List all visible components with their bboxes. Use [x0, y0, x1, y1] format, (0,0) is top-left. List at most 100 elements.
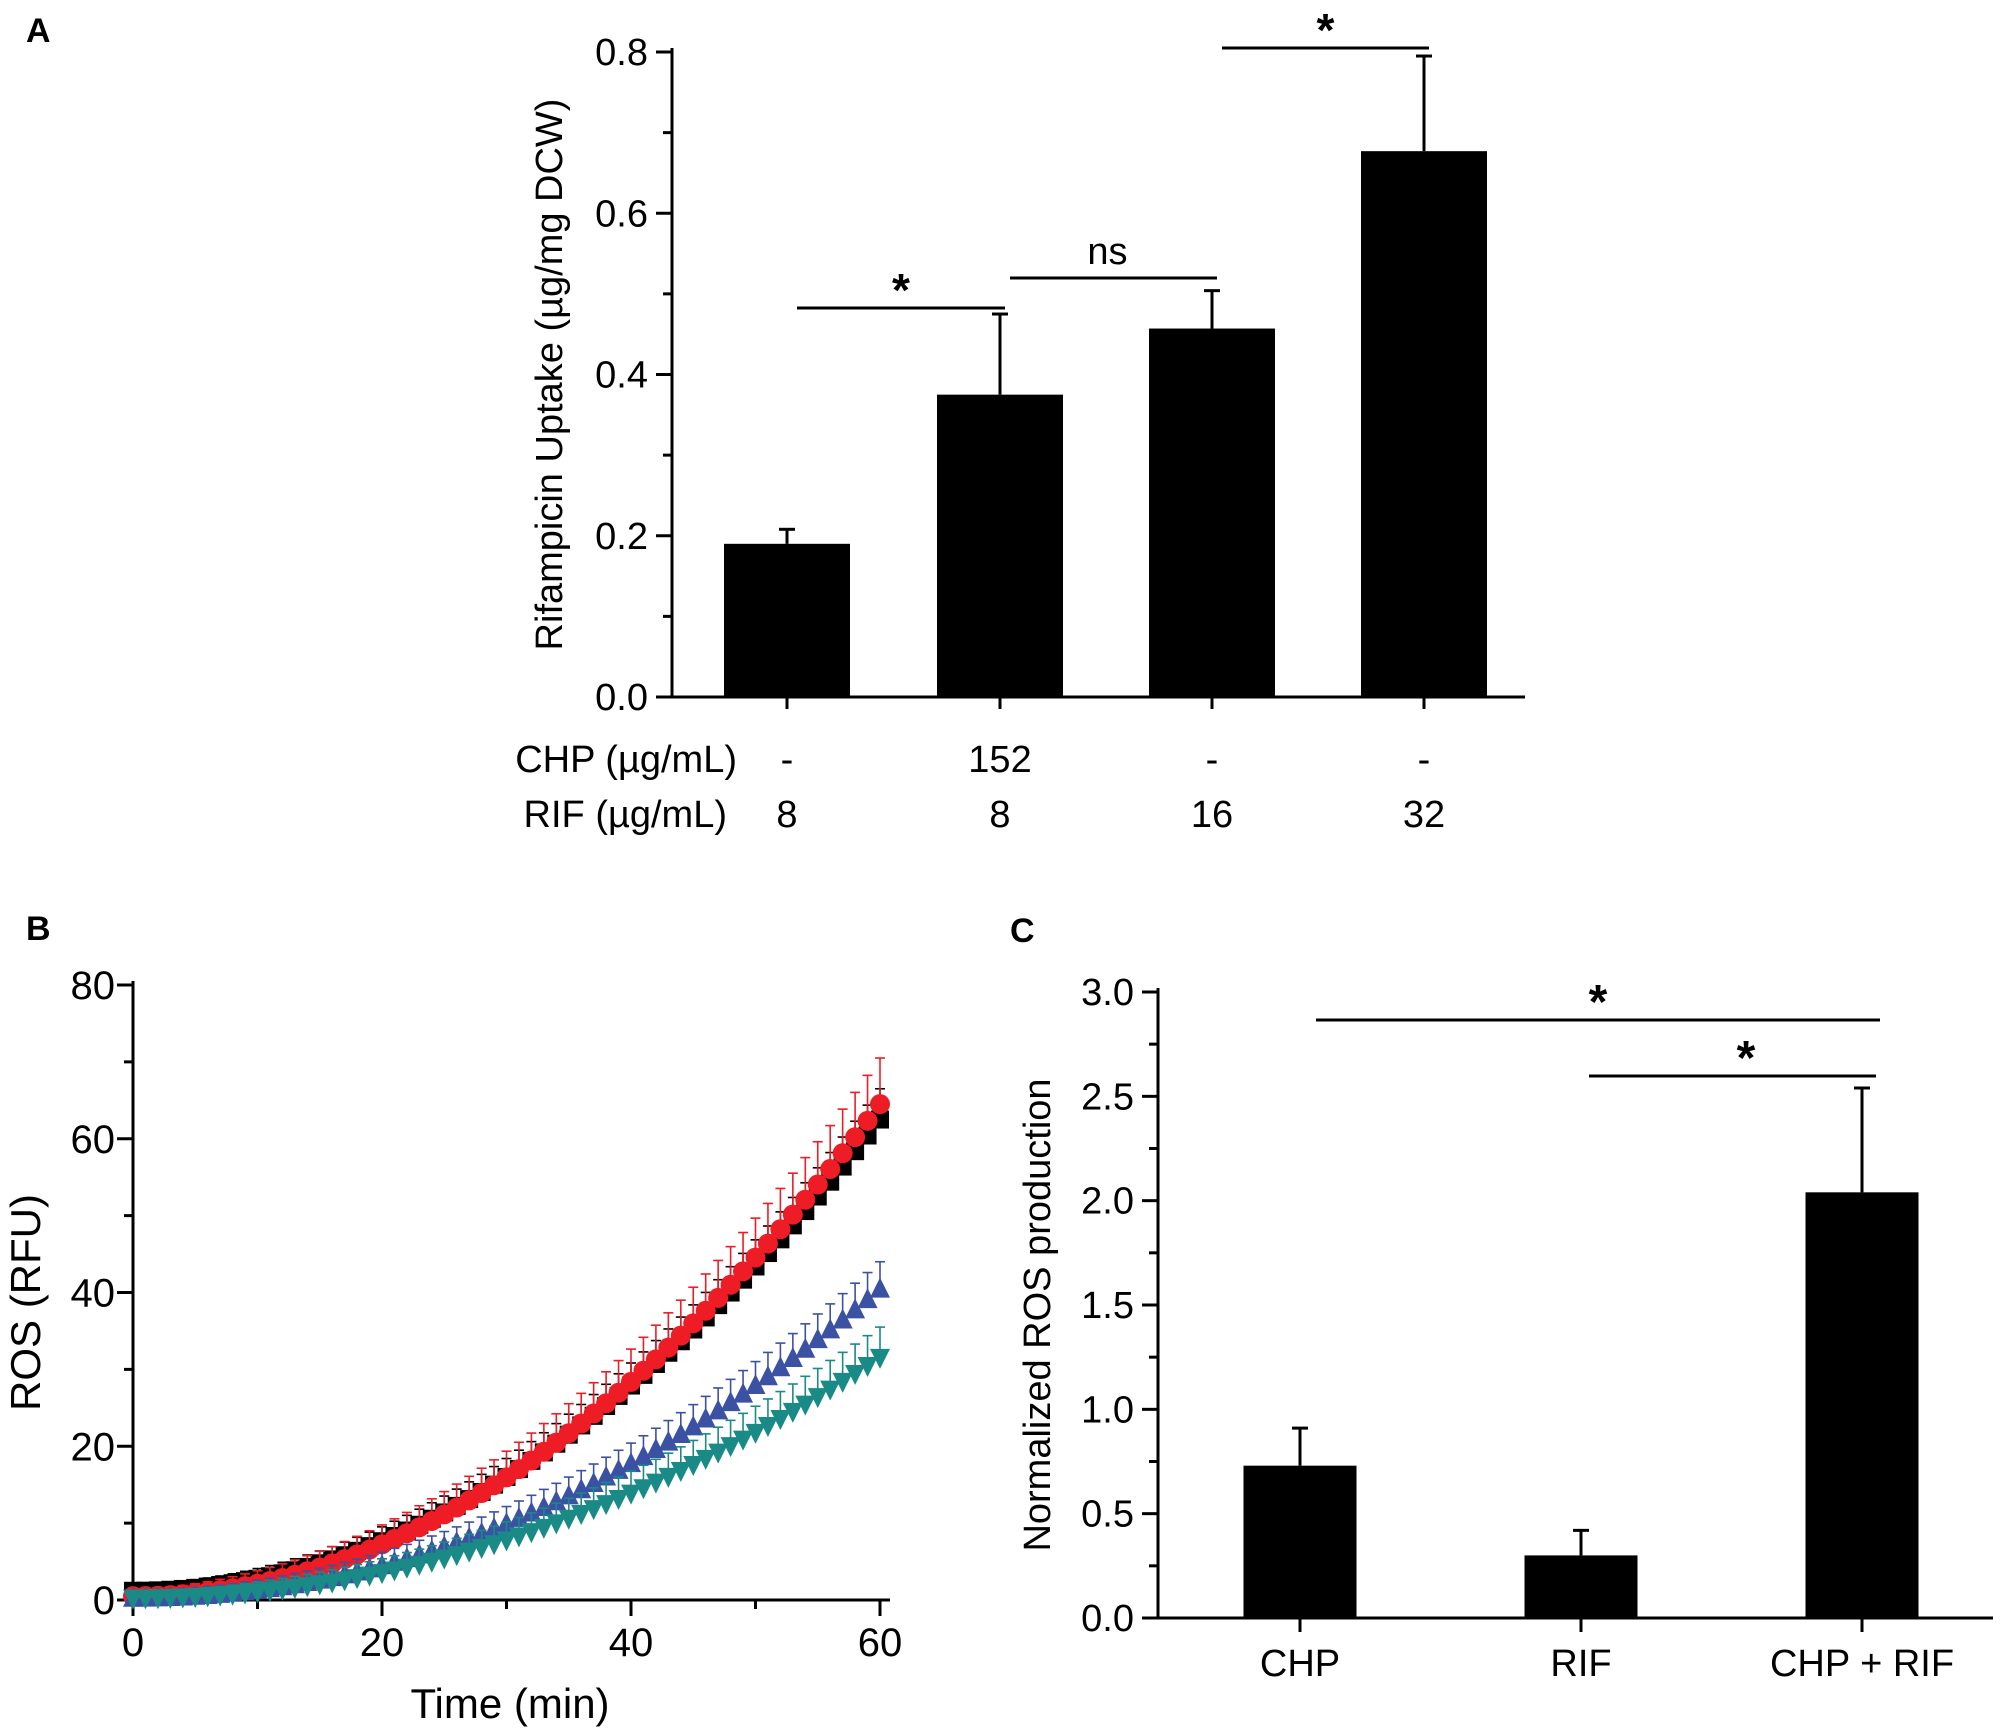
b-point	[658, 1467, 679, 1488]
b-point	[608, 1458, 629, 1479]
b-point	[820, 1318, 841, 1339]
b-point	[857, 1288, 878, 1309]
b-x-tick-label: 40	[609, 1621, 654, 1665]
b-point	[832, 1143, 853, 1164]
b-point	[870, 1094, 890, 1115]
b-point	[372, 1564, 392, 1585]
b-point	[857, 1110, 878, 1131]
b-point	[670, 1325, 691, 1346]
a-chp-value: -	[781, 739, 794, 781]
b-point	[670, 1462, 691, 1483]
b-x-tick-label: 60	[858, 1621, 903, 1665]
b-point	[683, 1456, 704, 1477]
b-point	[471, 1539, 492, 1560]
b-point	[396, 1558, 417, 1579]
b-point	[708, 1399, 729, 1420]
c-bar	[1524, 1555, 1638, 1618]
c-bar	[1805, 1192, 1919, 1618]
c-x-tick-label: RIF	[1550, 1643, 1611, 1685]
b-point	[770, 1219, 791, 1240]
b-x-tick-label: 20	[360, 1621, 405, 1665]
panel-label-b: B	[26, 910, 51, 948]
b-point	[795, 1395, 816, 1416]
b-point	[720, 1437, 741, 1458]
a-bar	[1361, 151, 1487, 697]
b-point	[683, 1415, 704, 1436]
b-point	[807, 1328, 828, 1349]
b-point	[820, 1159, 841, 1180]
b-point	[147, 1589, 168, 1610]
a-rif-value: 8	[776, 794, 797, 836]
a-y-tick-label: 0.0	[595, 677, 648, 719]
b-point	[421, 1552, 442, 1573]
b-point	[508, 1527, 529, 1548]
a-y-axis-label: Rifampicin Uptake (µg/mg DCW)	[529, 99, 571, 651]
b-point	[521, 1501, 542, 1522]
b-point	[259, 1582, 280, 1603]
a-y-tick-label: 0.2	[595, 516, 648, 558]
b-point	[870, 1277, 890, 1298]
b-point	[596, 1495, 617, 1516]
c-y-axis-label: Normalized ROS production	[1017, 1078, 1059, 1551]
b-x-tick-label: 0	[122, 1621, 144, 1665]
panel-label-a: A	[26, 12, 51, 50]
b-point	[645, 1473, 666, 1494]
b-point	[857, 1356, 878, 1377]
b-point	[795, 1189, 816, 1210]
b-point	[795, 1337, 816, 1358]
b-point	[235, 1584, 256, 1605]
b-point	[583, 1500, 604, 1521]
b-point	[571, 1505, 592, 1526]
b-point	[459, 1542, 480, 1563]
b-point	[757, 1365, 778, 1386]
b-point	[409, 1555, 430, 1576]
b-point	[484, 1535, 505, 1556]
chart-c: 0.0 0.5 1.0 1.5 2.0 2.5 3.0 Normalized ROS prod…	[1017, 972, 1993, 1685]
b-point	[284, 1578, 305, 1599]
b-point	[658, 1430, 679, 1451]
a-bar	[1149, 328, 1275, 697]
b-series-triangle-up	[123, 1260, 890, 1607]
b-point	[807, 1174, 828, 1195]
b-point	[745, 1247, 766, 1268]
b-y-axis-label: ROS (RFU)	[2, 1194, 49, 1411]
b-point	[608, 1489, 629, 1510]
b-point	[297, 1577, 318, 1598]
c-significance-label: *	[1589, 976, 1608, 1029]
a-significance-label: *	[892, 264, 910, 316]
b-point	[621, 1452, 641, 1473]
c-y-tick-label: 0.0	[1081, 1598, 1134, 1640]
b-series-triangle-down	[123, 1326, 890, 1610]
b-point	[683, 1313, 704, 1334]
b-point	[172, 1588, 193, 1609]
b-point	[757, 1233, 778, 1254]
b-point	[845, 1298, 866, 1319]
b-point	[832, 1372, 853, 1393]
b-point	[782, 1204, 803, 1225]
b-point	[782, 1402, 803, 1423]
a-row-label-chp: CHP (µg/mL)	[515, 739, 737, 781]
c-y-tick-label: 1.0	[1081, 1389, 1134, 1431]
b-point	[733, 1382, 754, 1403]
b-point	[334, 1571, 355, 1592]
b-point	[446, 1546, 467, 1567]
b-point	[633, 1445, 654, 1466]
c-x-tick-label: CHP + RIF	[1770, 1643, 1954, 1685]
b-point	[695, 1449, 716, 1470]
b-point	[845, 1127, 866, 1148]
b-point	[322, 1573, 343, 1594]
chart-b: 0 20 40 60 80 0 20 40 60 Time (min) ROS (RFU)	[2, 964, 902, 1727]
c-y-tick-label: 2.5	[1081, 1076, 1134, 1118]
b-point	[645, 1349, 666, 1370]
b-point	[807, 1388, 828, 1409]
a-rif-value: 16	[1191, 794, 1233, 836]
b-point	[347, 1569, 368, 1590]
b-point	[720, 1274, 741, 1295]
b-point	[160, 1588, 181, 1609]
a-y-tick-label: 0.6	[595, 193, 648, 235]
b-point	[558, 1509, 579, 1530]
b-point	[272, 1580, 293, 1601]
b-point	[770, 1356, 791, 1377]
b-point	[845, 1364, 866, 1385]
c-x-tick-label: CHP	[1260, 1643, 1340, 1685]
